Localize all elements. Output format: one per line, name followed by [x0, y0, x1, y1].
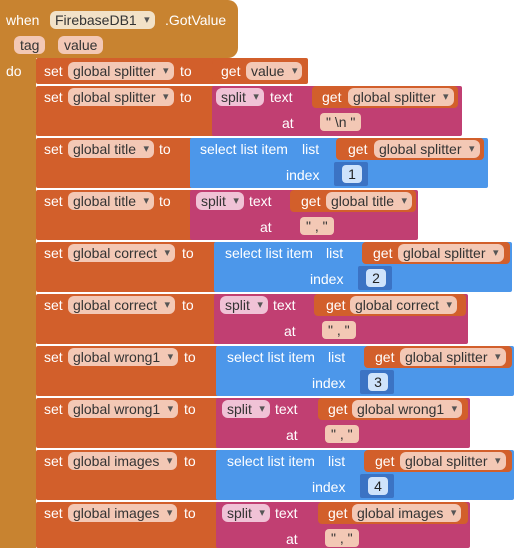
text-label: text	[275, 505, 298, 521]
separator-value-10[interactable]: " , "	[325, 529, 359, 547]
list-label: list	[302, 141, 320, 157]
var-dropdown-3[interactable]: global title	[68, 140, 155, 158]
var-dropdown-7[interactable]: global wrong1	[68, 348, 179, 366]
select-label: select list item	[227, 349, 315, 365]
separator-value-2[interactable]: " \n "	[320, 113, 362, 131]
get-dropdown-10[interactable]: global images	[352, 504, 462, 522]
split-dropdown-4[interactable]: split	[196, 192, 244, 210]
set-label: set	[44, 297, 63, 313]
get-dropdown-6[interactable]: global correct	[350, 296, 458, 314]
to-label: to	[184, 453, 196, 469]
list-label: list	[328, 349, 346, 365]
select-label: select list item	[200, 141, 288, 157]
list-label: list	[326, 245, 344, 261]
text-label: text	[273, 297, 296, 313]
split-dropdown-10[interactable]: split	[222, 504, 270, 522]
select-label: select list item	[227, 453, 315, 469]
get-dropdown-1[interactable]: value	[246, 62, 303, 80]
component-dropdown[interactable]: FirebaseDB1	[50, 11, 155, 29]
set-label: set	[44, 89, 63, 105]
param-tag[interactable]: tag	[14, 36, 46, 54]
event-block-spine	[0, 58, 36, 548]
to-label: to	[182, 297, 194, 313]
get-label: get	[328, 505, 348, 521]
to-label: to	[184, 349, 196, 365]
get-label: get	[348, 141, 368, 157]
set-label: set	[44, 453, 63, 469]
to-label: to	[184, 401, 196, 417]
at-label: at	[260, 219, 272, 235]
get-label: get	[375, 453, 395, 469]
event-name-label: .GotValue	[165, 12, 227, 28]
get-label: get	[301, 193, 321, 209]
get-label: get	[326, 297, 346, 313]
index-value-7[interactable]: 3	[368, 373, 388, 391]
param-value[interactable]: value	[58, 36, 104, 54]
get-dropdown-4[interactable]: global title	[326, 192, 413, 210]
index-label: index	[312, 375, 346, 391]
separator-value-8[interactable]: " , "	[325, 425, 359, 443]
var-dropdown-8[interactable]: global wrong1	[68, 400, 179, 418]
index-value-3[interactable]: 1	[342, 165, 362, 183]
to-label: to	[184, 505, 196, 521]
at-label: at	[284, 323, 296, 339]
get-dropdown-5[interactable]: global splitter	[398, 244, 504, 262]
split-dropdown-2[interactable]: split	[216, 88, 264, 106]
to-label: to	[180, 63, 192, 79]
get-dropdown-8[interactable]: global wrong1	[352, 400, 463, 418]
var-dropdown-2[interactable]: global splitter	[68, 88, 174, 106]
at-label: at	[286, 427, 298, 443]
get-dropdown-3[interactable]: global splitter	[374, 140, 480, 158]
index-label: index	[286, 167, 320, 183]
to-label: to	[180, 89, 192, 105]
set-label: set	[44, 193, 63, 209]
set-label: set	[44, 63, 63, 79]
list-label: list	[328, 453, 346, 469]
text-label: text	[270, 89, 293, 105]
get-label: get	[373, 245, 393, 261]
var-dropdown-4[interactable]: global title	[68, 192, 155, 210]
var-dropdown-9[interactable]: global images	[68, 452, 178, 470]
get-dropdown-2[interactable]: global splitter	[348, 88, 454, 106]
at-label: at	[286, 531, 298, 547]
index-label: index	[312, 479, 346, 495]
get-label: get	[328, 401, 348, 417]
to-label: to	[182, 245, 194, 261]
index-value-9[interactable]: 4	[368, 477, 388, 495]
set-label: set	[44, 245, 63, 261]
separator-value-4[interactable]: " , "	[300, 217, 334, 235]
split-dropdown-6[interactable]: split	[220, 296, 268, 314]
text-label: text	[275, 401, 298, 417]
var-dropdown-5[interactable]: global correct	[68, 244, 176, 262]
to-label: to	[159, 193, 171, 209]
set-label: set	[44, 349, 63, 365]
get-dropdown-7[interactable]: global splitter	[400, 348, 506, 366]
var-dropdown-10[interactable]: global images	[68, 504, 178, 522]
split-dropdown-8[interactable]: split	[222, 400, 270, 418]
get-dropdown-9[interactable]: global splitter	[400, 452, 506, 470]
text-label: text	[249, 193, 272, 209]
when-label: when	[6, 12, 40, 28]
get-label: get	[322, 89, 342, 105]
do-label: do	[6, 63, 22, 79]
index-value-5[interactable]: 2	[366, 269, 386, 287]
var-dropdown-1[interactable]: global splitter	[68, 62, 174, 80]
get-label: get	[375, 349, 395, 365]
get-label: get	[221, 63, 241, 79]
set-label: set	[44, 401, 63, 417]
index-label: index	[310, 271, 344, 287]
at-label: at	[282, 115, 294, 131]
select-label: select list item	[225, 245, 313, 261]
set-label: set	[44, 141, 63, 157]
to-label: to	[159, 141, 171, 157]
set-label: set	[44, 505, 63, 521]
var-dropdown-6[interactable]: global correct	[68, 296, 176, 314]
separator-value-6[interactable]: " , "	[322, 321, 356, 339]
